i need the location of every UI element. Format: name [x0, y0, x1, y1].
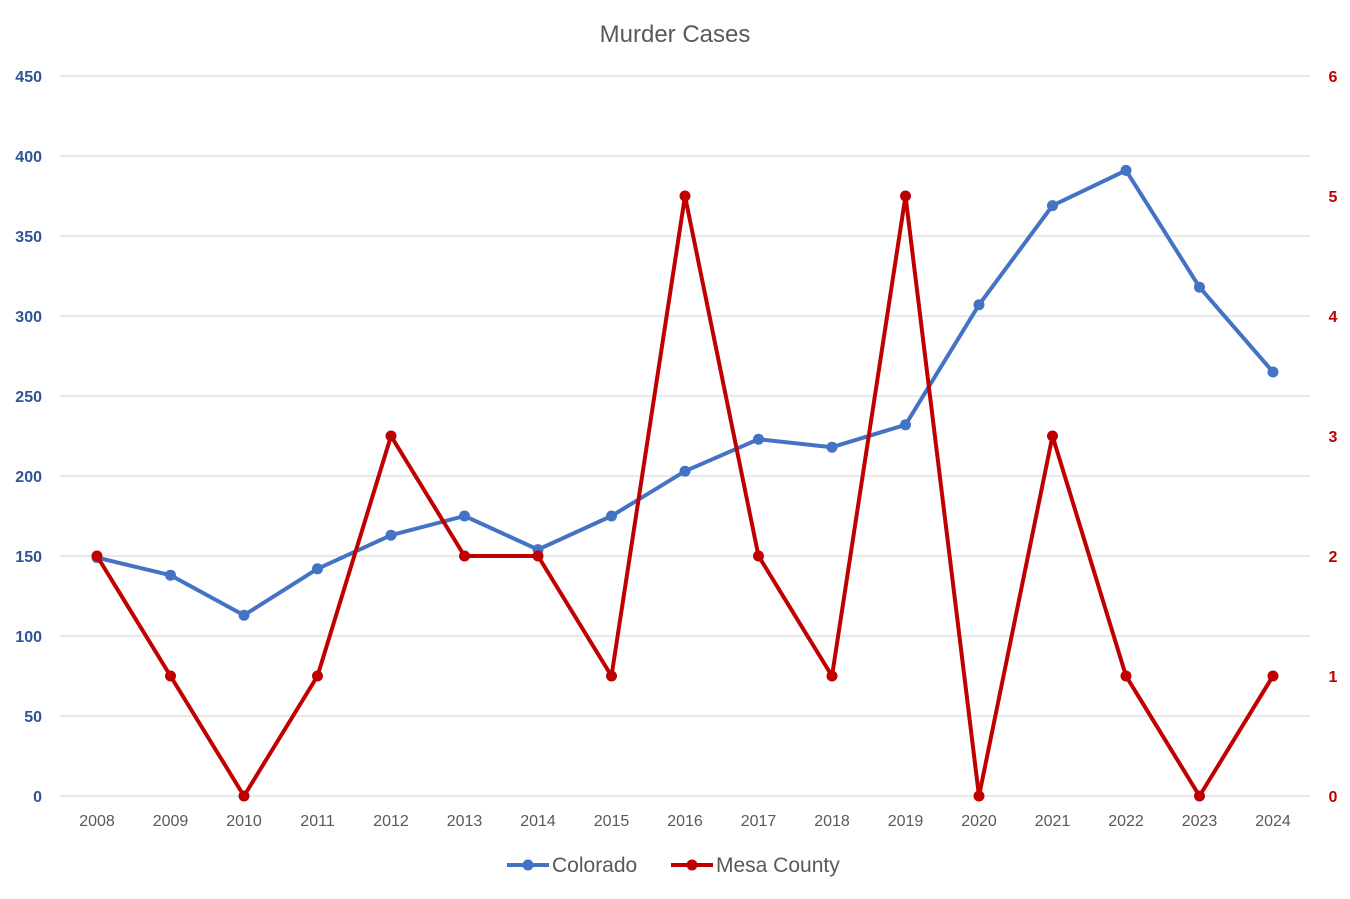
x-tick-label: 2018 [814, 813, 850, 830]
data-point [753, 433, 764, 445]
y-left-tick-label: 150 [15, 549, 42, 566]
y-left-tick-label: 50 [24, 709, 42, 726]
data-point [385, 529, 397, 541]
x-tick-label: 2023 [1182, 813, 1218, 830]
data-point [1047, 200, 1058, 212]
legend-marker [522, 859, 534, 871]
y-right-tick-label: 1 [1329, 669, 1338, 686]
data-point [753, 550, 764, 562]
data-point [165, 670, 176, 682]
y-left-tick-label: 200 [15, 469, 42, 486]
y-left-tick-label: 350 [15, 229, 42, 246]
x-tick-label: 2010 [226, 813, 262, 830]
data-point [385, 430, 397, 442]
data-point [312, 670, 323, 682]
y-right-tick-label: 4 [1329, 309, 1338, 326]
data-point [91, 550, 103, 562]
y-left-tick-label: 450 [15, 69, 42, 86]
x-tick-label: 2015 [594, 813, 630, 830]
data-point [900, 190, 911, 202]
data-point [238, 790, 250, 802]
data-point [238, 609, 250, 621]
y-left-tick-label: 100 [15, 629, 42, 646]
x-tick-label: 2014 [520, 813, 556, 830]
y-left-tick-label: 300 [15, 309, 42, 326]
data-point [312, 563, 323, 575]
x-tick-label: 2019 [888, 813, 924, 830]
data-point [606, 510, 617, 522]
data-point [459, 510, 470, 522]
data-point [1267, 670, 1279, 682]
legend-label: Colorado [552, 854, 637, 877]
x-tick-label: 2021 [1035, 813, 1071, 830]
series-line-mesa-county [95, 194, 1275, 798]
y-right-tick-label: 0 [1329, 789, 1338, 806]
data-point [679, 465, 691, 477]
data-point [459, 550, 470, 562]
legend-marker [686, 859, 698, 871]
data-point [1267, 366, 1279, 378]
x-tick-label: 2022 [1108, 813, 1144, 830]
y-right-tick-label: 5 [1329, 189, 1338, 206]
x-tick-label: 2009 [153, 813, 189, 830]
legend-item: Colorado [507, 854, 637, 877]
series-line-colorado [96, 168, 1275, 618]
x-tick-label: 2011 [300, 813, 335, 830]
y-left-tick-label: 250 [15, 389, 42, 406]
data-point [826, 670, 838, 682]
data-point [1194, 281, 1205, 293]
data-point [606, 670, 617, 682]
data-point [1120, 670, 1132, 682]
legend-item: Mesa County [671, 854, 840, 877]
data-point [826, 441, 838, 453]
x-tick-label: 2017 [741, 813, 777, 830]
y-left-tick-label: 0 [33, 789, 42, 806]
data-point [973, 790, 985, 802]
x-tick-label: 2008 [79, 813, 115, 830]
x-tick-label: 2012 [373, 813, 409, 830]
data-point [165, 569, 176, 581]
data-point [1194, 790, 1205, 802]
x-tick-label: 2016 [667, 813, 703, 830]
data-point [1120, 164, 1132, 176]
x-tick-label: 2013 [447, 813, 483, 830]
y-right-tick-label: 2 [1329, 549, 1338, 566]
data-point [973, 299, 985, 311]
y-left-tick-label: 400 [15, 149, 42, 166]
y-right-tick-label: 3 [1329, 429, 1338, 446]
y-right-tick-label: 6 [1329, 69, 1338, 86]
x-tick-label: 2024 [1255, 813, 1291, 830]
x-tick-label: 2020 [961, 813, 997, 830]
data-point [532, 550, 544, 562]
data-point [679, 190, 691, 202]
data-point [900, 419, 911, 431]
data-point [1047, 430, 1058, 442]
chart-title: Murder Cases [600, 21, 751, 48]
legend-label: Mesa County [716, 854, 840, 877]
